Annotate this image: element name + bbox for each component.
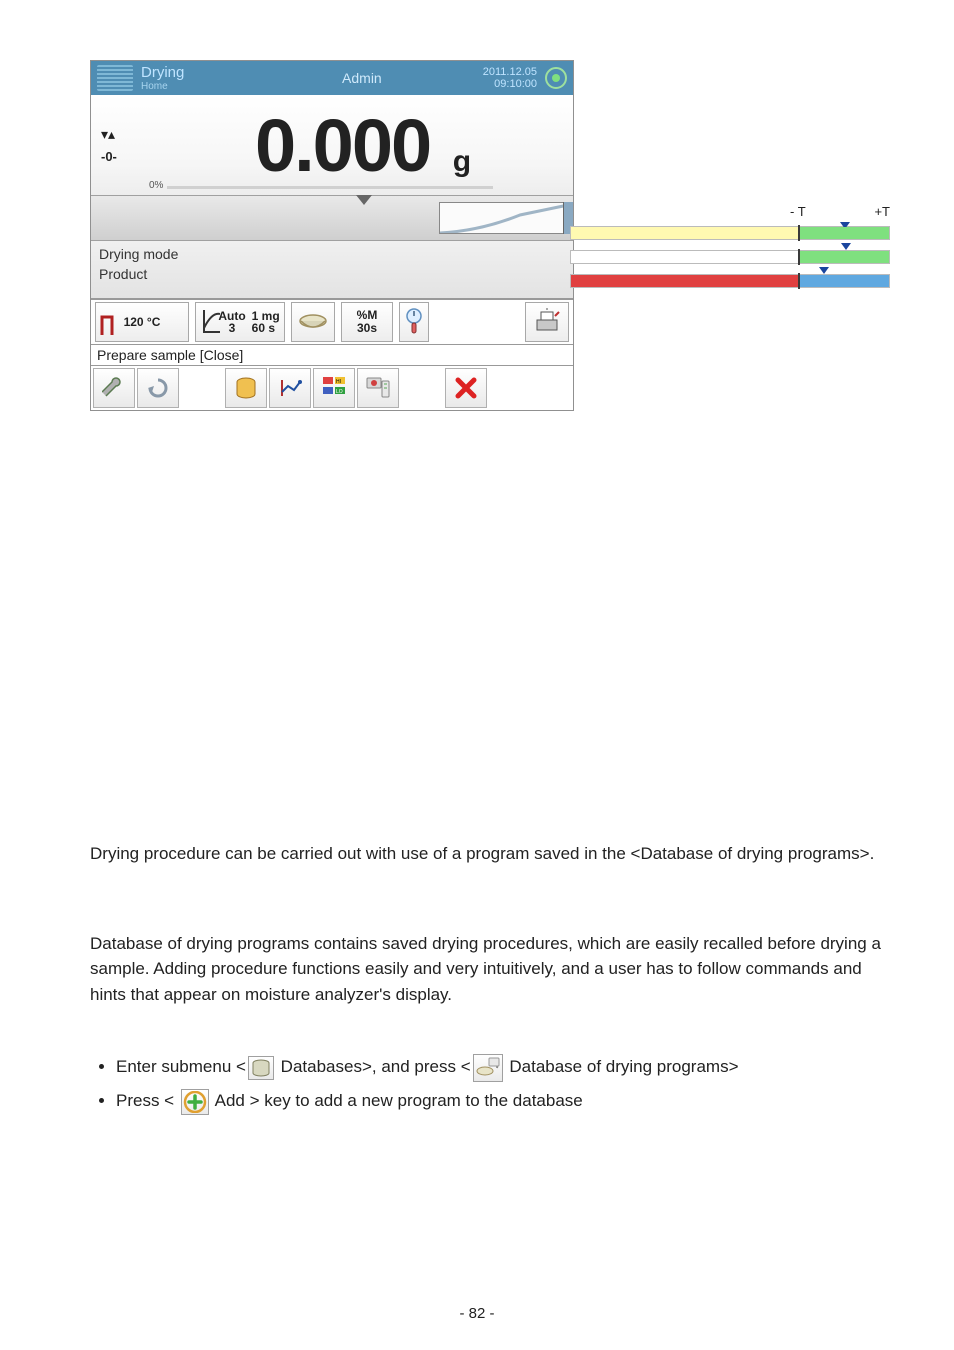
marker-2-icon <box>841 243 851 250</box>
marker-triangle-icon <box>356 195 372 205</box>
procedure-step-2: Press < Add > key to add a new program t… <box>116 1085 894 1117</box>
tool-media-button[interactable] <box>357 368 399 408</box>
param-printer[interactable] <box>525 302 569 342</box>
thermometer-icon <box>404 308 424 336</box>
info-line-mode: Drying mode <box>99 245 565 265</box>
bar-1-left <box>571 227 799 239</box>
titlebar-datetime: 2011.12.05 09:10:00 <box>483 66 537 90</box>
procedure-list: Enter submenu < Databases>, and press < … <box>116 1051 894 1118</box>
param-temperature[interactable]: 120 °C <box>95 302 189 342</box>
param-temperature-value: 120 °C <box>124 315 161 329</box>
bar-3-right <box>799 275 889 287</box>
bar-row-2 <box>570 250 890 264</box>
label-plus-T: +T <box>874 204 890 219</box>
tool-database-button[interactable] <box>225 368 267 408</box>
progress-label: 0% <box>149 180 163 191</box>
flags-icon: HI LO <box>321 375 347 401</box>
svg-text:LO: LO <box>336 389 343 395</box>
rotate-icon <box>146 376 170 400</box>
bar-row-3 <box>570 274 890 288</box>
bar-row-1 <box>570 226 890 240</box>
device-titlebar: Drying Home Admin 2011.12.05 09:10:00 <box>91 61 573 95</box>
procedure-step-1: Enter submenu < Databases>, and press < … <box>116 1051 894 1083</box>
param-auto-time: 60 s <box>252 322 280 334</box>
bar-2-left <box>571 251 799 263</box>
titlebar-left-icon <box>97 65 133 91</box>
bar-2-right <box>799 251 889 263</box>
drying-programs-db-icon <box>473 1054 503 1082</box>
info-block: Drying mode Product <box>91 241 573 299</box>
record-button[interactable] <box>545 67 567 89</box>
record-dot-icon <box>552 74 560 82</box>
gray-divider-bar <box>91 195 573 241</box>
readout-value: 0.000 g <box>161 103 563 188</box>
param-sample[interactable] <box>291 302 335 342</box>
readout-number: 0.000 <box>255 104 430 187</box>
prepare-line: Prepare sample [Close] <box>91 345 573 366</box>
tool-flags-button[interactable]: HI LO <box>313 368 355 408</box>
databases-icon <box>248 1056 274 1080</box>
titlebar-title: Drying <box>141 64 184 81</box>
mini-graph-panel <box>439 202 567 234</box>
step2-part-a: Press < <box>116 1091 179 1110</box>
zero-indicator: -0- <box>101 149 161 164</box>
step2-part-b: Add > key to add a new program to the da… <box>211 1091 583 1110</box>
printer-icon <box>533 308 561 336</box>
device-toolbar: HI LO <box>91 366 573 410</box>
tool-rotate-button[interactable] <box>137 368 179 408</box>
marker-3-icon <box>819 267 829 274</box>
wrench-icon <box>102 376 126 400</box>
progress-bar <box>167 186 493 189</box>
chart-icon <box>278 376 302 400</box>
titlebar-time: 09:10:00 <box>483 78 537 90</box>
titlebar-home: Home <box>141 81 184 92</box>
param-interval[interactable]: %M 30s <box>341 302 393 342</box>
device-screenshot: Drying Home Admin 2011.12.05 09:10:00 ▾▴… <box>90 60 574 411</box>
titlebar-user: Admin <box>241 70 483 86</box>
svg-text:HI: HI <box>336 379 341 385</box>
tool-chart-button[interactable] <box>269 368 311 408</box>
paragraph-2: Database of drying programs contains sav… <box>90 931 894 1008</box>
param-clock[interactable] <box>399 302 429 342</box>
tool-settings-button[interactable] <box>93 368 135 408</box>
dish-icon <box>298 311 328 333</box>
bar-3-left <box>571 275 799 287</box>
readout-unit: g <box>453 145 469 178</box>
bar-1-right <box>799 227 889 239</box>
step1-part-b: Databases>, and press < <box>276 1057 471 1076</box>
param-auto[interactable]: Auto 3 1 mg 60 s <box>195 302 285 342</box>
titlebar-date: 2011.12.05 <box>483 66 537 78</box>
media-icon <box>365 375 391 401</box>
page-number: - 82 - <box>0 1305 954 1322</box>
bar-labels: - T +T <box>790 204 890 219</box>
param-pm-bottom: 30s <box>357 322 377 335</box>
tolerance-bars: - T +T <box>570 226 890 298</box>
info-line-product: Product <box>99 265 565 285</box>
cancel-icon <box>455 377 477 399</box>
add-icon <box>181 1089 209 1115</box>
paragraph-1: Drying procedure can be carried out with… <box>90 841 894 867</box>
step1-part-a: Enter submenu < <box>116 1057 246 1076</box>
stable-indicator-icon: ▾▴ <box>101 126 161 143</box>
database-icon <box>234 376 258 400</box>
param-row: 120 °C Auto 3 1 mg 60 s <box>91 299 573 345</box>
step1-part-c: Database of drying programs> <box>505 1057 739 1076</box>
readout-panel: ▾▴ -0- 0.000 g 0% <box>91 95 573 195</box>
tool-cancel-button[interactable] <box>445 368 487 408</box>
label-minus-T: - T <box>790 204 806 219</box>
